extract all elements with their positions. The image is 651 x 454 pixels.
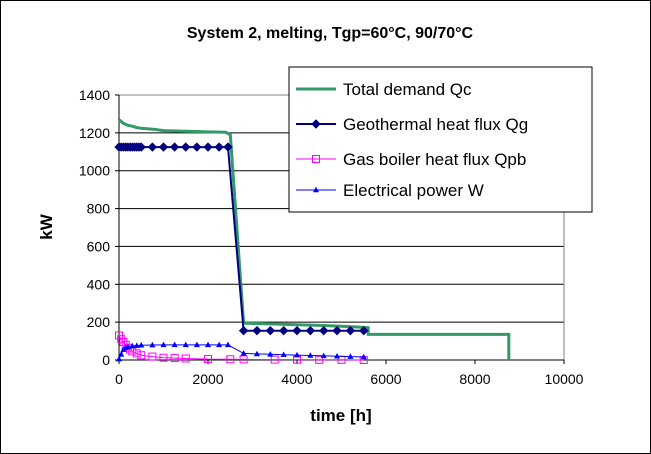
x-tick-label: 2000 (192, 371, 223, 387)
axes: 0 200 400 600 800 1000 1200 1400 0 2000 4000 6000 80… (79, 87, 584, 387)
legend-entry: Gas boiler heat flux Qpb (296, 150, 526, 169)
data-point (307, 352, 314, 358)
legend-label: Electrical power W (343, 181, 484, 200)
data-point (170, 354, 179, 363)
data-point (332, 325, 342, 336)
data-point (124, 343, 131, 350)
y-axis-label: kW (37, 213, 56, 239)
data-point (129, 342, 136, 349)
data-point (171, 341, 178, 348)
data-point (117, 335, 126, 344)
data-point (216, 341, 223, 348)
y-tick-label: 0 (102, 352, 110, 368)
data-point (159, 353, 168, 362)
legend-box (288, 66, 593, 213)
data-point (320, 352, 327, 359)
legend-label: Geothermal heat flux Qg (343, 115, 528, 134)
legend-label: Total demand Qc (343, 80, 472, 99)
y-tick-label: 1400 (79, 87, 110, 103)
legend-entry: Total demand Qc (296, 80, 472, 99)
data-point (148, 352, 157, 361)
x-tick-label: 4000 (281, 371, 312, 387)
legend-marker (311, 119, 321, 129)
data-point (239, 355, 248, 364)
data-point (158, 142, 169, 152)
legend-entry: Geothermal heat flux Qg (296, 115, 528, 134)
y-tick-label: 200 (87, 314, 111, 330)
y-tick-label: 400 (87, 276, 111, 292)
data-point (118, 351, 125, 357)
data-point (224, 341, 232, 348)
data-point (169, 142, 180, 152)
x-tick-label: 6000 (370, 371, 401, 387)
data-point (292, 325, 302, 336)
data-point (214, 142, 224, 152)
data-point (318, 325, 329, 336)
y-tick-label: 800 (87, 201, 111, 217)
data-point (204, 355, 212, 364)
x-tick-label: 0 (115, 371, 123, 387)
data-point (181, 354, 190, 363)
y-tick-label: 600 (87, 238, 111, 254)
data-point (265, 325, 276, 336)
series-2 (115, 331, 368, 364)
data-point (203, 142, 213, 152)
data-point (360, 353, 367, 360)
data-point (238, 325, 249, 336)
data-point (133, 342, 140, 348)
data-point (280, 351, 287, 357)
data-point (193, 341, 200, 348)
data-point (138, 341, 145, 348)
data-point (132, 349, 141, 358)
data-point (252, 325, 262, 336)
legend: Total demand Qc Geothermal heat flux Qg Ga… (288, 66, 593, 213)
series-group (114, 118, 511, 364)
y-tick-label: 1000 (79, 163, 110, 179)
legend-marker (312, 155, 320, 163)
data-point (226, 355, 235, 364)
x-tick-label: 10000 (545, 371, 584, 387)
data-point (267, 351, 274, 357)
legend-marker (312, 186, 320, 193)
data-point (192, 142, 202, 152)
x-tick-label: 8000 (459, 371, 490, 387)
series-1 (114, 142, 369, 336)
data-point (147, 142, 158, 152)
data-point (182, 341, 189, 348)
data-point (347, 353, 354, 359)
data-point (359, 325, 369, 336)
data-point (149, 341, 156, 348)
legend-entry: Electrical power W (296, 181, 484, 200)
y-tick-label: 1200 (79, 125, 110, 141)
data-point (270, 355, 279, 364)
series-3 (115, 341, 367, 362)
data-point (137, 351, 146, 360)
data-point (345, 325, 356, 336)
data-point (240, 350, 247, 356)
data-point (305, 325, 316, 336)
x-axis-label: time [h] (310, 406, 371, 425)
data-point (278, 325, 289, 336)
data-point (119, 338, 128, 347)
data-point (204, 341, 212, 348)
data-point (315, 355, 324, 364)
data-point (334, 352, 341, 359)
legend-label: Gas boiler heat flux Qpb (343, 150, 526, 169)
data-point (253, 350, 260, 357)
data-point (115, 355, 123, 362)
data-point (160, 341, 167, 348)
data-point (181, 142, 191, 152)
data-point (136, 142, 146, 152)
chart-title: System 2, melting, Tgp=60°C, 90/70°C (187, 25, 474, 42)
data-point (293, 351, 301, 358)
data-point (223, 142, 233, 152)
